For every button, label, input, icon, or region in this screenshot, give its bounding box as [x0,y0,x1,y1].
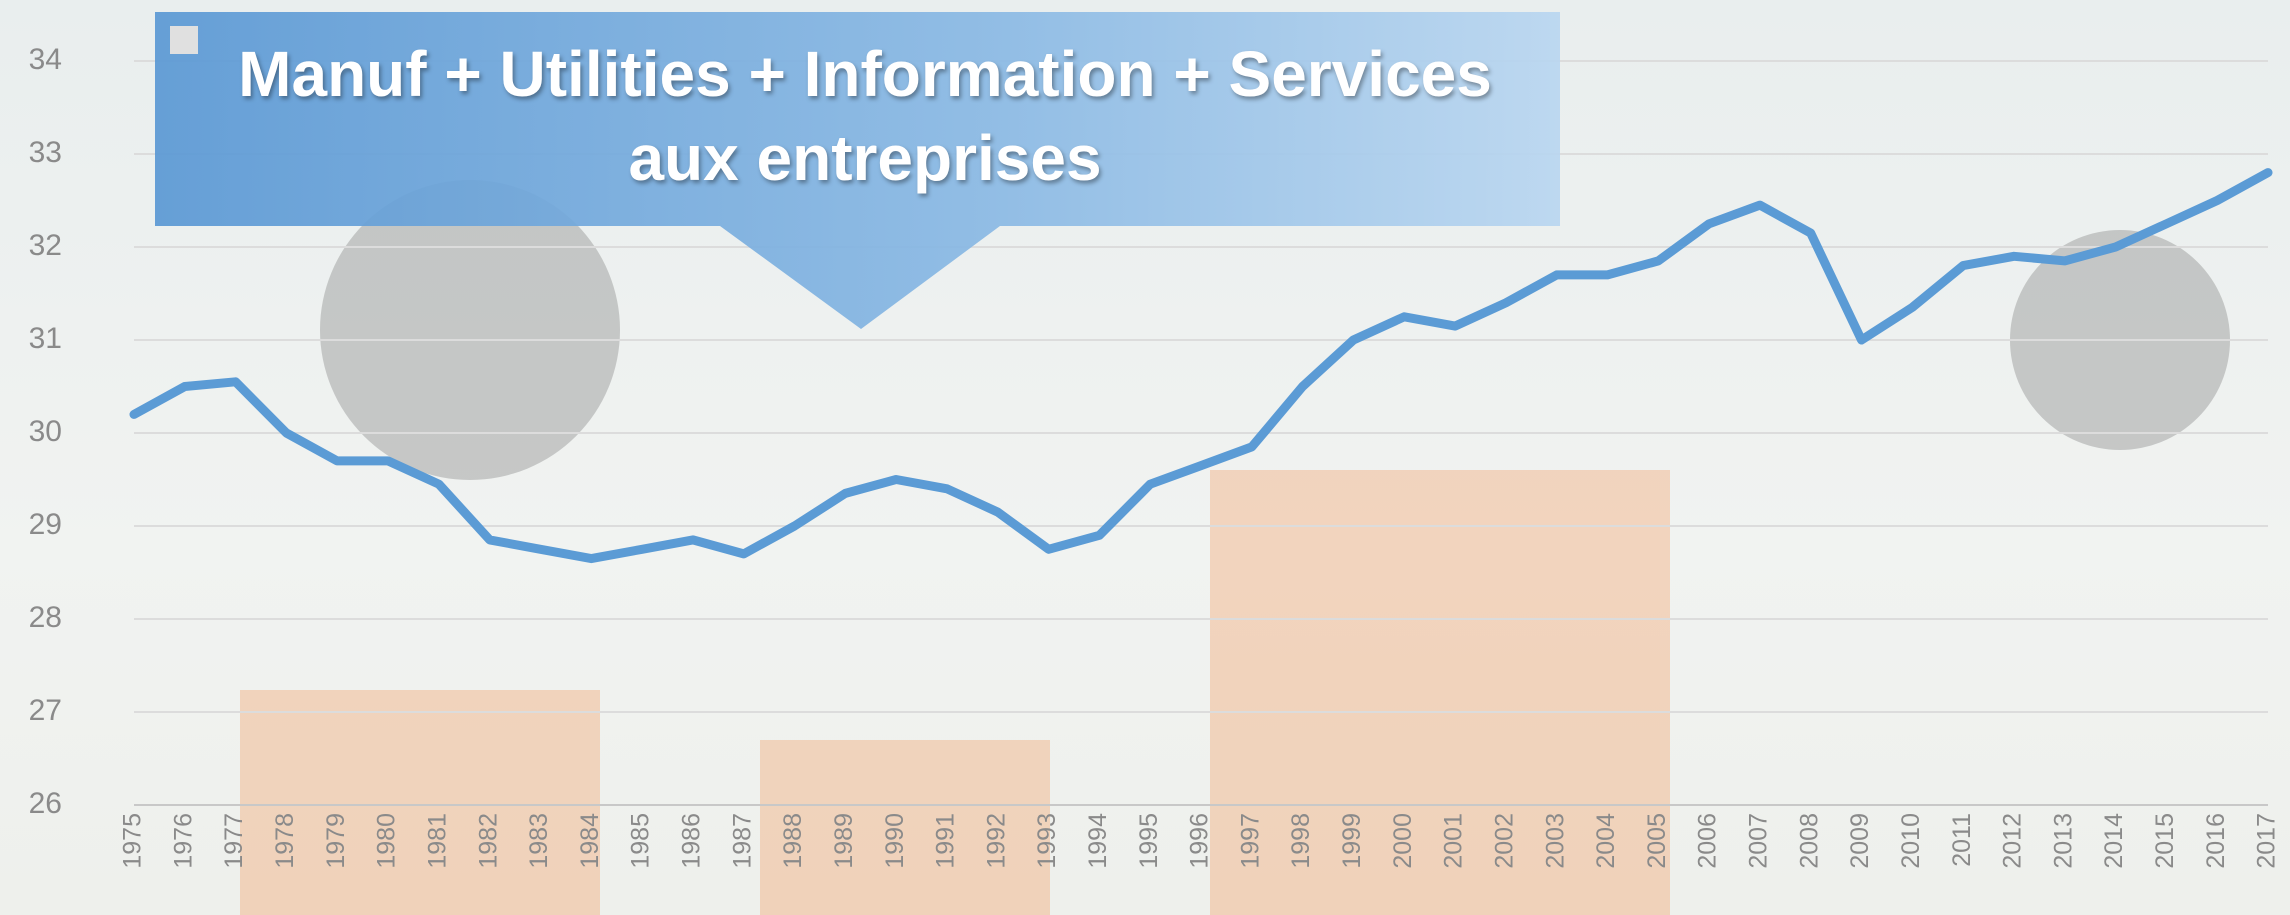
x-tick-label: 1987 [728,813,756,869]
x-tick-label: 2006 [1694,813,1722,869]
x-tick-label: 2016 [2202,813,2230,869]
x-tick-label: 2008 [1795,813,1823,869]
x-tick-label: 2013 [2049,813,2077,869]
x-tick-label: 1997 [1236,813,1264,869]
x-tick-label: 2009 [1846,813,1874,869]
x-tick-label: 2005 [1643,813,1671,869]
y-tick-label: 31 [29,322,62,355]
x-tick-label: 2014 [2100,813,2128,869]
y-tick-label: 27 [29,694,62,727]
x-tick-label: 1978 [271,813,299,869]
x-tick-label: 2004 [1592,813,1620,869]
x-tick-label: 1990 [881,813,909,869]
x-tick-label: 1996 [1186,813,1214,869]
x-tick-label: 2007 [1745,813,1773,869]
x-tick-label: 1986 [678,813,706,869]
legend-label: Manuf + Utilities + Information + Servic… [238,38,1492,194]
line [129,168,2273,564]
x-tick-label: 2012 [1999,813,2027,869]
legend-callout [155,12,1560,329]
x-tick-label: 1983 [525,813,553,869]
y-tick-label: 30 [29,415,62,448]
x-tick-label: 1975 [119,813,147,869]
x-tick-label: 2011 [1948,813,1976,867]
x-tick-label: 1998 [1287,813,1315,869]
legend: Manuf + Utilities + Information + Servic… [155,12,1560,226]
x-tick-label: 1988 [779,813,807,869]
y-tick-label: 26 [29,787,62,820]
y-tick-label: 34 [29,43,62,76]
x-tick-label: 1977 [220,813,248,869]
x-tick-label: 1991 [932,813,960,869]
x-tick-label: 2002 [1490,813,1518,869]
x-tick-label: 1976 [169,813,197,869]
legend-marker [170,26,198,54]
x-tick-label: 2017 [2253,813,2281,869]
x-tick-label: 1980 [373,813,401,869]
x-tick-label: 1999 [1338,813,1366,869]
y-tick-label: 33 [29,136,62,169]
x-tick-label: 1982 [474,813,502,869]
x-tick-label: 1994 [1084,813,1112,869]
x-tick-label: 2015 [2151,813,2179,869]
y-tick-label: 28 [29,601,62,634]
x-tick-label: 1993 [1033,813,1061,869]
x-tick-label: 2003 [1541,813,1569,869]
x-tick-label: 2010 [1897,813,1925,869]
x-tick-label: 2001 [1440,813,1468,869]
x-tick-label: 1984 [576,813,604,869]
x-tick-label: 1995 [1135,813,1163,869]
x-tick-label: 1981 [423,813,451,869]
x-tick-label: 1979 [322,813,350,869]
y-tick-label: 29 [29,508,62,541]
x-tick-label: 1985 [627,813,655,869]
x-tick-label: 1992 [982,813,1010,869]
y-tick-label: 32 [29,229,62,262]
background-art [240,180,2230,915]
x-tick-label: 2000 [1389,813,1417,869]
x-tick-label: 1989 [830,813,858,869]
